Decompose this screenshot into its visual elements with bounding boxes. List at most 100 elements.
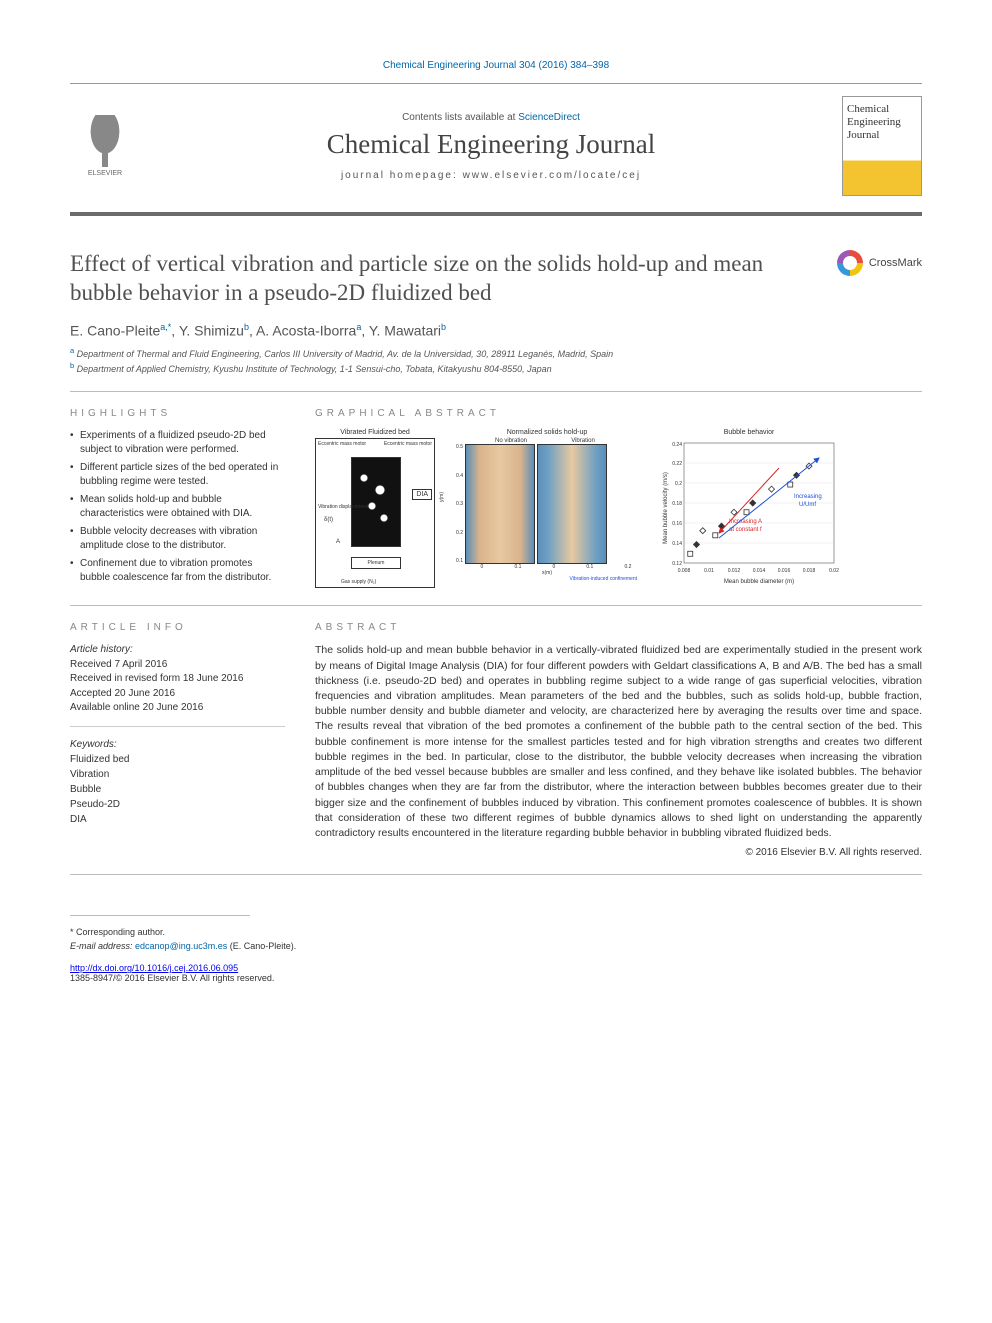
ga-bed-diagram [351, 457, 401, 547]
ga-scatter-title: Bubble behavior [659, 429, 839, 436]
history-head: Article history: [70, 643, 285, 658]
divider [70, 391, 922, 392]
scatter-ylabel: Mean bubble velocity (m/s) [663, 472, 669, 544]
citation-line: Chemical Engineering Journal 304 (2016) … [70, 60, 922, 71]
svg-text:0.14: 0.14 [672, 541, 682, 547]
author-affil-sup: b [441, 322, 446, 332]
keyword: Vibration [70, 767, 285, 782]
author: Y. Shimizu [179, 322, 244, 338]
svg-text:0.014: 0.014 [753, 568, 766, 574]
history-item: Available online 20 June 2016 [70, 701, 285, 716]
issn-line: 1385-8947/© 2016 Elsevier B.V. All right… [70, 973, 922, 983]
tick: 0.1 [514, 564, 521, 570]
journal-cover: Chemical Engineering Journal [842, 96, 922, 196]
svg-text:U/Umf: U/Umf [799, 502, 816, 508]
ga-label: Gas supply (N₂) [341, 579, 376, 585]
author: Y. Mawatari [369, 322, 441, 338]
email-suffix: (E. Cano-Pleite). [227, 941, 296, 951]
footer-divider [70, 915, 250, 916]
keyword: DIA [70, 812, 285, 827]
tick: 0 [481, 564, 484, 570]
homepage-line: journal homepage: www.elsevier.com/locat… [156, 170, 826, 181]
crossmark-icon [837, 250, 863, 276]
highlight-item: Bubble velocity decreases with vibration… [70, 525, 285, 552]
highlights-section: HIGHLIGHTS Experiments of a fluidized ps… [70, 408, 285, 584]
history-item: Accepted 20 June 2016 [70, 687, 285, 702]
svg-text:0.02: 0.02 [829, 568, 839, 574]
author: A. Acosta-Iborra [256, 322, 356, 338]
keyword: Bubble [70, 782, 285, 797]
homepage-url[interactable]: www.elsevier.com/locate/cej [463, 170, 642, 181]
affiliations: a Department of Thermal and Fluid Engine… [70, 346, 922, 375]
ga-panel-bed: Vibrated Fluidized bed Eccentric mass mo… [315, 429, 435, 588]
author: E. Cano-Pleite [70, 322, 160, 338]
svg-text:0.012: 0.012 [728, 568, 741, 574]
ga-panel-scatter: Bubble behavior [659, 429, 839, 588]
article-info: Article history: Received 7 April 2016Re… [70, 643, 285, 827]
ga-label: δ(t) [324, 517, 333, 523]
affiliation: b Department of Applied Chemistry, Kyush… [70, 361, 922, 376]
svg-text:0.24: 0.24 [672, 442, 682, 448]
ga-label: A [336, 539, 340, 545]
svg-text:0.12: 0.12 [672, 561, 682, 567]
highlight-item: Different particle sizes of the bed oper… [70, 461, 285, 488]
ga-label: Vibration displacement [318, 504, 369, 510]
author-list: E. Cano-Pleitea,*, Y. Shimizub, A. Acost… [70, 322, 922, 339]
ga-plenum: Plenum [351, 557, 401, 569]
highlight-item: Confinement due to vibration promotes bu… [70, 557, 285, 584]
svg-text:0.2: 0.2 [675, 481, 682, 487]
svg-text:0.16: 0.16 [672, 521, 682, 527]
abstract-text: The solids hold-up and mean bubble behav… [315, 643, 922, 841]
contents-prefix: Contents lists available at [402, 112, 518, 123]
svg-text:at constant f: at constant f [729, 527, 762, 533]
elsevier-logo: ELSEVIER [70, 106, 140, 186]
journal-header: ELSEVIER Contents lists available at Sci… [70, 83, 922, 216]
svg-text:0.22: 0.22 [672, 461, 682, 467]
sciencedirect-link[interactable]: ScienceDirect [518, 112, 580, 123]
tick: 0.2 [624, 564, 631, 570]
ga-holdup-title: Normalized solids hold-up [447, 429, 647, 436]
contents-line: Contents lists available at ScienceDirec… [156, 112, 826, 123]
scatter-xlabel: Mean bubble diameter (m) [724, 579, 794, 585]
article-info-label: ARTICLE INFO [70, 622, 285, 633]
ga-holdup-vib [537, 444, 607, 564]
author-affil-sup: a [356, 322, 361, 332]
copyright: © 2016 Elsevier B.V. All rights reserved… [315, 847, 922, 858]
keywords-head: Keywords: [70, 737, 285, 752]
abstract-label: ABSTRACT [315, 622, 922, 633]
tick: 0.3 [447, 501, 463, 507]
history-item: Received 7 April 2016 [70, 658, 285, 673]
corresponding-note: * Corresponding author. [70, 926, 922, 940]
elsevier-text: ELSEVIER [88, 170, 122, 177]
highlights-label: HIGHLIGHTS [70, 408, 285, 419]
elsevier-tree-icon [80, 115, 130, 170]
history-item: Received in revised form 18 June 2016 [70, 672, 285, 687]
graphical-abstract-label: GRAPHICAL ABSTRACT [315, 408, 922, 419]
svg-text:0.01: 0.01 [704, 568, 714, 574]
keyword: Pseudo-2D [70, 797, 285, 812]
graphical-abstract: Vibrated Fluidized bed Eccentric mass mo… [315, 429, 922, 588]
ga-ylabel: y(m) [439, 492, 445, 502]
footer: * Corresponding author. E-mail address: … [70, 926, 922, 953]
crossmark-badge[interactable]: CrossMark [837, 250, 922, 276]
tick: 0.1 [586, 564, 593, 570]
doi-link[interactable]: http://dx.doi.org/10.1016/j.cej.2016.06.… [70, 963, 238, 973]
highlight-item: Experiments of a fluidized pseudo-2D bed… [70, 429, 285, 456]
ga-annotation: Vibration-induced confinement [447, 576, 637, 582]
email-link[interactable]: edcanop@ing.uc3m.es [135, 941, 227, 951]
affiliation: a Department of Thermal and Fluid Engine… [70, 346, 922, 361]
tick: 0.2 [447, 530, 463, 536]
tick: 0.5 [447, 444, 463, 450]
ga-bed-title: Vibrated Fluidized bed [315, 429, 435, 436]
crossmark-label: CrossMark [869, 257, 922, 269]
ga-holdup-novib [465, 444, 535, 564]
scatter-anno-red: Increasing A [729, 519, 762, 525]
ga-label: Eccentric mass motor [384, 441, 432, 447]
svg-text:0.018: 0.018 [803, 568, 816, 574]
scatter-anno-blue: Increasing [794, 494, 822, 500]
highlight-item: Mean solids hold-up and bubble character… [70, 493, 285, 520]
divider [70, 874, 922, 875]
email-label: E-mail address: [70, 941, 135, 951]
svg-text:0.016: 0.016 [778, 568, 791, 574]
scatter-chart: Increasing U/Umf Increasing A at constan… [659, 438, 839, 588]
